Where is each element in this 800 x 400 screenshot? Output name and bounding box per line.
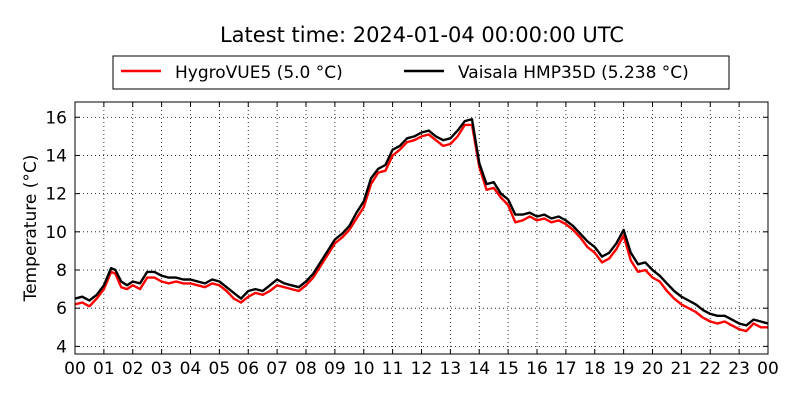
legend-label-vaisala: Vaisala HMP35D (5.238 °C) <box>458 63 689 83</box>
axis-ticks <box>74 102 769 354</box>
x-tick-label: 22 <box>699 359 721 379</box>
x-tick-label: 00 <box>64 359 86 379</box>
legend-box <box>112 55 730 90</box>
x-tick-label: 04 <box>180 359 202 379</box>
x-tick-label: 00 <box>757 359 779 379</box>
x-tick-label: 17 <box>555 359 577 379</box>
x-tick-label: 05 <box>209 359 231 379</box>
series-line-hygrovue5 <box>75 123 768 333</box>
series-line-vaisala <box>75 117 768 327</box>
y-tick-label: 12 <box>45 185 67 205</box>
y-tick-labels: 4 6 8 10 12 14 16 <box>45 108 67 357</box>
x-tick-label: 06 <box>237 359 259 379</box>
x-tick-label: 03 <box>151 359 173 379</box>
x-tick-label: 02 <box>122 359 144 379</box>
x-tick-label: 08 <box>295 359 317 379</box>
y-axis-label: Temperature (°C) <box>21 155 41 303</box>
x-tick-label: 16 <box>526 359 548 379</box>
x-tick-label: 01 <box>93 359 115 379</box>
x-tick-label: 23 <box>728 359 750 379</box>
x-tick-label: 10 <box>353 359 375 379</box>
x-tick-label: 18 <box>584 359 606 379</box>
x-tick-label: 12 <box>411 359 433 379</box>
y-tick-label: 8 <box>56 261 67 281</box>
series-layer <box>75 117 768 333</box>
y-tick-label: 14 <box>45 146 67 166</box>
x-tick-label: 09 <box>324 359 346 379</box>
y-tick-label: 4 <box>56 337 67 357</box>
chart-title: Latest time: 2024-01-04 00:00:00 UTC <box>220 23 624 47</box>
x-tick-label: 15 <box>497 359 519 379</box>
x-tick-label: 14 <box>468 359 490 379</box>
x-tick-label: 20 <box>642 359 664 379</box>
x-tick-label: 19 <box>613 359 635 379</box>
x-tick-label: 07 <box>266 359 288 379</box>
y-tick-label: 10 <box>45 223 67 243</box>
legend: HygroVUE5 (5.0 °C) Vaisala HMP35D (5.238… <box>112 55 730 90</box>
legend-label-hygrovue5: HygroVUE5 (5.0 °C) <box>175 63 343 83</box>
x-tick-labels: 00 01 02 03 04 05 06 07 08 09 10 11 12 13 14 15 16 17 18 19… <box>64 359 779 379</box>
x-tick-label: 21 <box>671 359 693 379</box>
x-tick-label: 13 <box>440 359 462 379</box>
y-tick-label: 16 <box>45 108 67 128</box>
x-tick-label: 11 <box>382 359 404 379</box>
y-tick-label: 6 <box>56 299 67 319</box>
